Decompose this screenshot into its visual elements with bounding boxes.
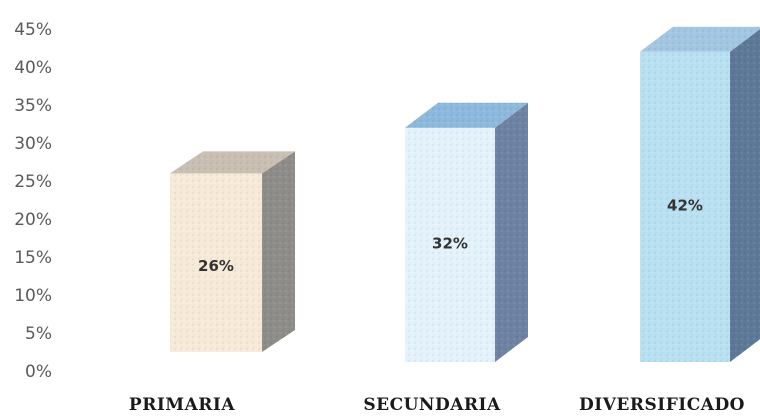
y-tick-label: 45%: [14, 20, 52, 40]
x-category-label: PRIMARIA: [129, 395, 235, 415]
data-label: 26%: [198, 257, 234, 275]
y-tick-label: 40%: [14, 58, 52, 78]
y-tick-label: 5%: [25, 324, 52, 344]
data-label: 32%: [432, 234, 468, 252]
y-tick-label: 20%: [14, 210, 52, 230]
bar: 42%: [640, 26, 760, 363]
bars-group: 26% 32% 42%: [170, 26, 760, 363]
bar: 26%: [170, 151, 295, 352]
y-tick-label: 35%: [14, 96, 52, 116]
data-label: 42%: [667, 196, 703, 214]
bar: 32%: [405, 102, 528, 363]
y-tick-label: 0%: [25, 362, 52, 382]
x-category-label: SECUNDARIA: [363, 395, 501, 415]
y-axis: 0% 5% 10% 15% 20% 25% 30% 35% 40% 45%: [14, 20, 52, 382]
x-category-label: DIVERSIFICADO: [579, 395, 745, 415]
x-axis: PRIMARIA SECUNDARIA DIVERSIFICADO: [129, 395, 745, 415]
y-tick-label: 30%: [14, 134, 52, 154]
y-tick-label: 10%: [14, 286, 52, 306]
y-tick-label: 25%: [14, 172, 52, 192]
y-tick-label: 15%: [14, 248, 52, 268]
